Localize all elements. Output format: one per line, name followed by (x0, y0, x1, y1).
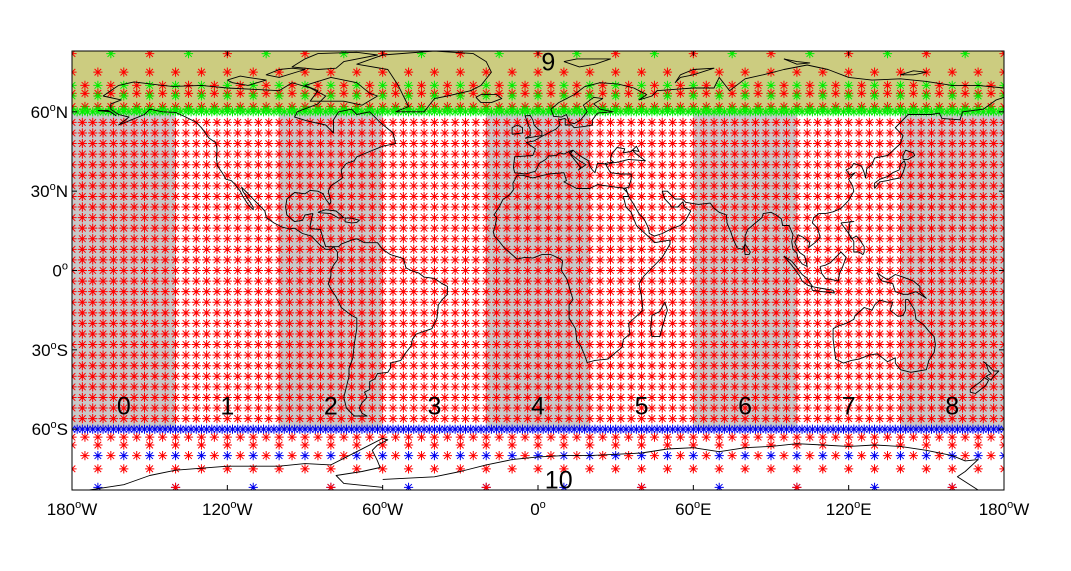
grid-row-north (80, 80, 996, 90)
y-tick-label: 30oN (31, 181, 68, 201)
zone-label-3: 3 (427, 392, 441, 420)
grid-points (72, 51, 1004, 490)
grid-row-north (72, 91, 1004, 101)
grid-row-south (80, 451, 996, 461)
grid-row-main (72, 403, 1004, 413)
grid-row-main (72, 371, 1004, 381)
grid-row-main (72, 223, 1004, 233)
grid-row-south (72, 440, 1004, 450)
coastline-18 (356, 51, 492, 113)
zone-label-5: 5 (635, 392, 649, 420)
x-tick-label: 0o (530, 499, 546, 519)
axis-ticks: 180oW 120oW 60oW 0o 60oE 120oE 180oW 60oN 30oN 0o… (31, 51, 1030, 519)
coastline-7 (832, 299, 936, 373)
coastline-23 (983, 361, 1000, 381)
zone-label-9: 9 (541, 49, 555, 77)
coastline-0 (102, 81, 448, 417)
grid-row-main (72, 350, 1004, 360)
coastline-16 (511, 124, 523, 135)
x-tick-label: 60oW (362, 499, 403, 519)
grid-row-main (72, 202, 1004, 212)
coastline-25 (650, 301, 668, 338)
zone-label-0: 0 (117, 392, 131, 420)
coastline-14 (902, 149, 916, 160)
grid-row-south (93, 451, 1004, 461)
grid-row-main (72, 392, 1004, 403)
coastline-21 (227, 75, 267, 86)
x-tick-label: 120oW (202, 499, 253, 519)
grid-row-60s (72, 424, 1004, 434)
coastline-19 (291, 51, 378, 70)
y-tick-label: 60oS (32, 419, 68, 439)
y-tick-label: 30oS (32, 340, 68, 360)
grid-row-main (72, 382, 1004, 392)
grid-row-south (72, 432, 1004, 442)
coastline-29 (97, 110, 117, 117)
grid-row-north (72, 67, 1004, 77)
grid-row-main (72, 276, 1004, 286)
coastline-12 (840, 221, 865, 256)
zone-label-2: 2 (324, 392, 338, 420)
grid-row-north (106, 51, 970, 59)
coastline-3 (492, 172, 671, 363)
grid-row-main (72, 287, 1004, 297)
coastline-26 (743, 243, 751, 256)
coastline-33 (900, 70, 927, 76)
grid-row-main (72, 339, 1004, 350)
grid-row-main (72, 361, 1004, 371)
x-tick-label: 180oW (979, 499, 1030, 519)
grid-row-main (72, 181, 1004, 191)
grid-row-main (72, 255, 1004, 265)
coastline-11 (876, 272, 927, 299)
grid-row-main (72, 413, 1004, 424)
coastline-2 (86, 437, 389, 490)
grid-row-main (72, 170, 1004, 180)
coastline-15 (524, 115, 543, 139)
coastline-22 (265, 67, 306, 78)
grid-row-main (72, 213, 1004, 223)
grid-row-main (72, 308, 1004, 318)
coastline-20 (304, 76, 378, 106)
coastline-32 (563, 58, 611, 68)
coastline-10 (819, 251, 847, 282)
grid-row-south (170, 482, 957, 490)
zone-label-6: 6 (738, 392, 752, 420)
coastline-6 (514, 149, 609, 175)
coastline-17 (475, 94, 503, 104)
coastline-13 (874, 160, 907, 189)
coastlines (86, 51, 1004, 490)
zone-label-8: 8 (945, 392, 959, 420)
y-tick-label: 60oN (31, 102, 68, 122)
zone-label-10: 10 (545, 466, 573, 494)
grid-row-60n (72, 107, 1004, 117)
x-tick-label: 120oE (826, 499, 872, 519)
grid-row-south (72, 464, 1004, 474)
zone-label-1: 1 (220, 392, 234, 420)
coastline-27 (317, 209, 345, 219)
coastline-30 (783, 58, 811, 65)
grid-row-main (72, 149, 1004, 159)
zone-label-4: 4 (531, 392, 545, 420)
grid-row-main (72, 191, 1004, 202)
zone-labels: 0 1 2 3 4 5 6 7 8 9 10 (117, 49, 959, 495)
coastline-8 (783, 255, 813, 287)
zone-label-7: 7 (842, 392, 856, 420)
grid-row-south (93, 482, 957, 490)
coastline-28 (344, 217, 360, 224)
coastline-5 (604, 96, 1004, 267)
grid-row-main (72, 265, 1004, 276)
coastline-31 (674, 67, 715, 84)
coastline-9 (810, 285, 835, 294)
grid-row-main (72, 297, 1004, 307)
x-tick-label: 180oW (47, 499, 98, 519)
coastline-1 (382, 443, 979, 490)
x-tick-label: 60oE (675, 499, 711, 519)
coastline-24 (969, 377, 989, 394)
y-tick-label: 0o (52, 261, 68, 281)
coastline-4 (512, 64, 1004, 173)
grid-row-main (72, 318, 1004, 328)
grid-row-main (72, 329, 1004, 339)
